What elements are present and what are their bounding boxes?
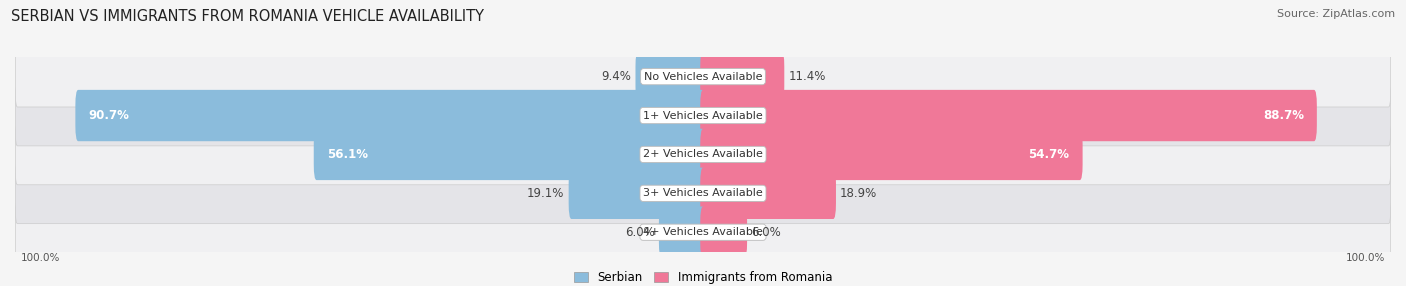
Text: 88.7%: 88.7% xyxy=(1263,109,1303,122)
FancyBboxPatch shape xyxy=(700,90,1317,141)
Legend: Serbian, Immigrants from Romania: Serbian, Immigrants from Romania xyxy=(569,266,837,286)
Text: 3+ Vehicles Available: 3+ Vehicles Available xyxy=(643,188,763,198)
Text: 1+ Vehicles Available: 1+ Vehicles Available xyxy=(643,111,763,120)
Text: 2+ Vehicles Available: 2+ Vehicles Available xyxy=(643,150,763,159)
FancyBboxPatch shape xyxy=(76,90,706,141)
Text: 19.1%: 19.1% xyxy=(527,187,565,200)
Text: 6.0%: 6.0% xyxy=(626,226,655,239)
FancyBboxPatch shape xyxy=(15,46,1391,107)
FancyBboxPatch shape xyxy=(636,51,706,102)
Text: 11.4%: 11.4% xyxy=(789,70,825,83)
FancyBboxPatch shape xyxy=(314,129,706,180)
FancyBboxPatch shape xyxy=(15,124,1391,185)
Text: 18.9%: 18.9% xyxy=(841,187,877,200)
FancyBboxPatch shape xyxy=(15,163,1391,224)
Text: 9.4%: 9.4% xyxy=(602,70,631,83)
FancyBboxPatch shape xyxy=(15,85,1391,146)
Text: 6.0%: 6.0% xyxy=(751,226,780,239)
Text: 4+ Vehicles Available: 4+ Vehicles Available xyxy=(643,227,763,237)
FancyBboxPatch shape xyxy=(700,51,785,102)
FancyBboxPatch shape xyxy=(15,202,1391,263)
Text: 100.0%: 100.0% xyxy=(21,253,60,263)
FancyBboxPatch shape xyxy=(700,129,1083,180)
Text: SERBIAN VS IMMIGRANTS FROM ROMANIA VEHICLE AVAILABILITY: SERBIAN VS IMMIGRANTS FROM ROMANIA VEHIC… xyxy=(11,9,484,23)
Text: 54.7%: 54.7% xyxy=(1029,148,1070,161)
FancyBboxPatch shape xyxy=(568,168,706,219)
FancyBboxPatch shape xyxy=(700,168,837,219)
FancyBboxPatch shape xyxy=(659,206,706,258)
Text: 90.7%: 90.7% xyxy=(89,109,129,122)
Text: 56.1%: 56.1% xyxy=(326,148,368,161)
Text: 100.0%: 100.0% xyxy=(1346,253,1385,263)
Text: Source: ZipAtlas.com: Source: ZipAtlas.com xyxy=(1277,9,1395,19)
Text: No Vehicles Available: No Vehicles Available xyxy=(644,72,762,82)
FancyBboxPatch shape xyxy=(700,206,747,258)
